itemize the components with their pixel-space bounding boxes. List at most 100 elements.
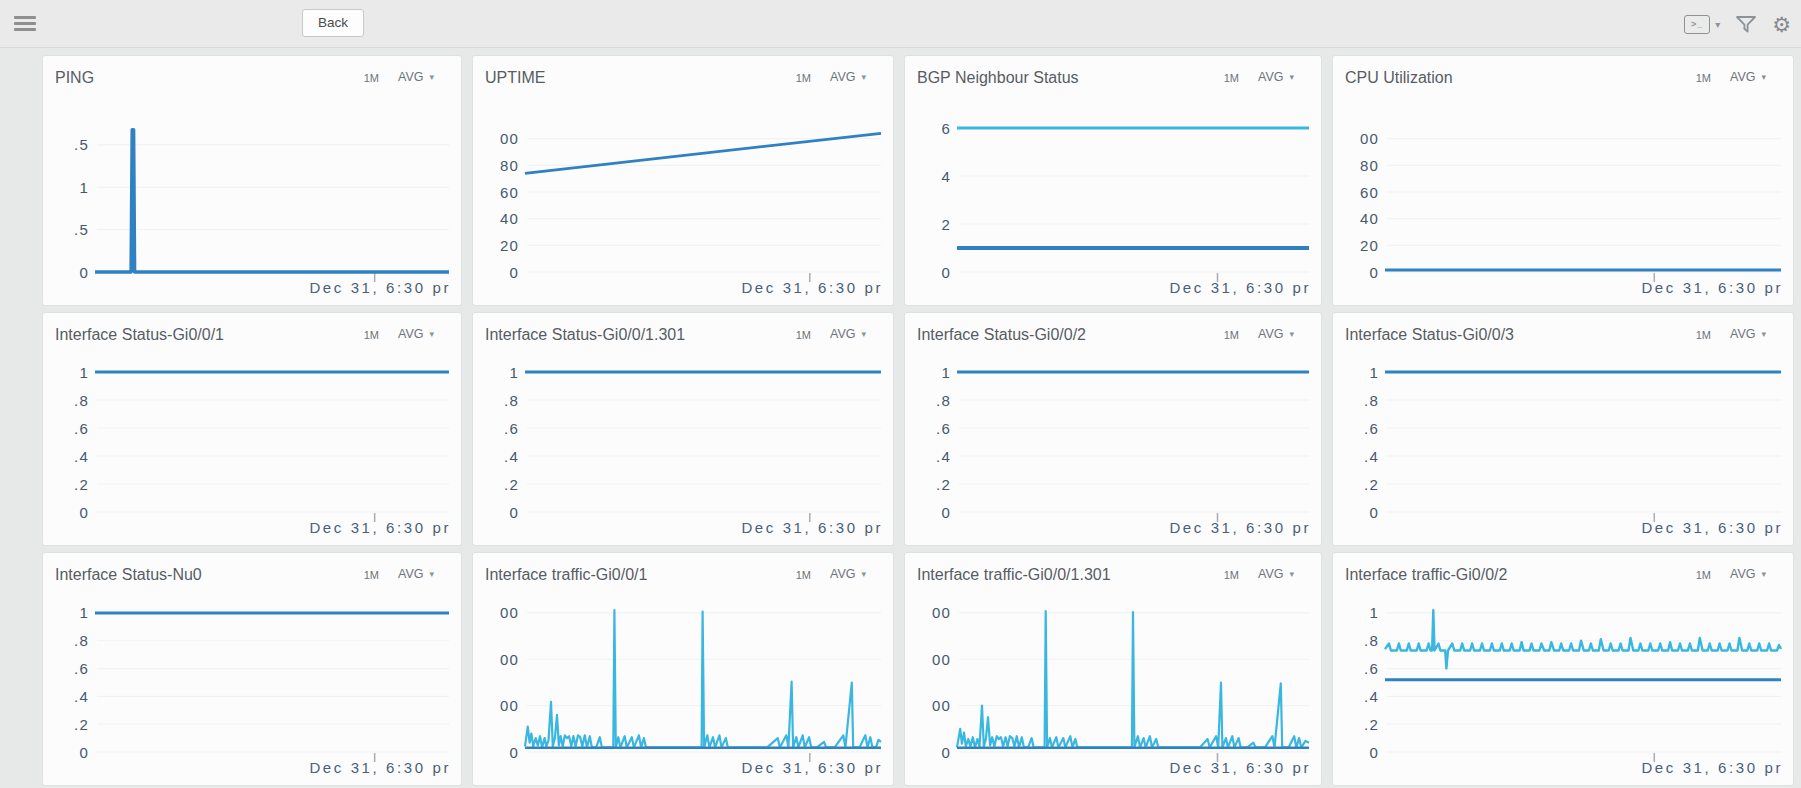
y-tick-label: .4 [74, 448, 89, 465]
time-range-label[interactable]: 1M [796, 569, 811, 581]
chart-panel-header: CPU Utilization1MAVG▾ [1333, 56, 1793, 96]
terminal-dropdown[interactable]: >_ ▾ [1684, 15, 1720, 34]
aggregation-dropdown[interactable]: AVG▾ [1730, 327, 1766, 341]
chart-panel-header: Interface Status-Gi0/0/1.3011MAVG▾ [473, 313, 893, 353]
chart-title: BGP Neighbour Status [917, 69, 1224, 87]
chart-panel-header: Interface Status-Gi0/0/11M AVG▾ [43, 313, 461, 353]
y-tick-label: .4 [504, 448, 519, 465]
chart-series-line [957, 611, 1309, 747]
chart-panel-bgp-neighbour-status: BGP Neighbour Status1MAVG▾6420Dec 31, 6:… [905, 56, 1321, 305]
chart-panel-header: UPTIME1M AVG▾ [473, 56, 893, 96]
chart-panel-header: Interface traffic-Gi0/0/21MAVG▾ [1333, 553, 1793, 593]
y-tick-label: 0 [509, 744, 519, 761]
chart-title: Interface Status-Gi0/0/3 [1345, 326, 1696, 344]
time-range-label[interactable]: 1M [1696, 569, 1711, 581]
chart-title: Interface traffic-Gi0/0/1.301 [917, 566, 1224, 584]
time-range-label[interactable]: 1M [1696, 72, 1711, 84]
aggregation-dropdown[interactable]: AVG▾ [1730, 567, 1766, 581]
y-tick-label: .2 [74, 716, 89, 733]
y-tick-label: 40 [500, 210, 519, 227]
y-tick-label: 0 [1369, 504, 1379, 521]
aggregation-dropdown[interactable]: AVG▾ [1730, 70, 1766, 84]
y-tick-label: 0 [941, 504, 951, 521]
y-tick-label: .4 [1364, 448, 1379, 465]
time-range-label[interactable]: 1M [1224, 569, 1239, 581]
y-tick-label: .5 [74, 221, 89, 238]
time-range-label[interactable]: 1M [1224, 72, 1239, 84]
aggregation-dropdown[interactable]: AVG▾ [1258, 70, 1294, 84]
time-range-label[interactable]: 1M [364, 329, 379, 341]
y-tick-label: 00 [932, 604, 951, 621]
aggregation-label: AVG [1258, 70, 1283, 84]
x-axis-label: Dec 31, 6:30 pr [1169, 759, 1311, 776]
aggregation-dropdown[interactable]: AVG▾ [830, 327, 866, 341]
y-tick-label: 0 [79, 264, 89, 281]
settings-icon[interactable]: ⚙ [1772, 14, 1791, 35]
y-tick-label: .8 [936, 392, 951, 409]
aggregation-label: AVG [830, 567, 855, 581]
aggregation-label: AVG [1258, 567, 1283, 581]
aggregation-dropdown[interactable]: AVG ▾ [398, 567, 434, 581]
aggregation-dropdown[interactable]: AVG▾ [830, 70, 866, 84]
y-tick-label: .8 [1364, 632, 1379, 649]
aggregation-dropdown[interactable]: AVG▾ [1258, 567, 1294, 581]
aggregation-label: AVG [398, 70, 423, 84]
chart-series-line [525, 133, 881, 173]
x-axis-label: Dec 31, 6:30 pr [1641, 519, 1783, 536]
chart-title: UPTIME [485, 69, 796, 87]
aggregation-label: AVG [398, 567, 423, 581]
y-tick-label: .6 [504, 420, 519, 437]
y-tick-label: 80 [1360, 157, 1379, 174]
y-tick-label: 00 [500, 604, 519, 621]
chart-panel-header: Interface Status-Gi0/0/31M AVG▾ [1333, 313, 1793, 353]
y-tick-label: 00 [500, 697, 519, 714]
time-range-label[interactable]: 1M [1696, 329, 1711, 341]
chart-panel-header: Interface Status-Nu01MAVG▾ [43, 553, 461, 593]
aggregation-dropdown[interactable]: AVG▾ [398, 327, 434, 341]
chevron-down-icon: ▾ [429, 569, 434, 579]
aggregation-dropdown[interactable]: AVG▾ [398, 70, 434, 84]
chart-title: Interface Status-Gi0/0/1 [55, 326, 364, 344]
x-axis-label: Dec 31, 6:30 pr [741, 519, 883, 536]
y-tick-label: .2 [74, 476, 89, 493]
y-tick-label: 0 [941, 744, 951, 761]
aggregation-dropdown[interactable]: AVG ▾ [830, 567, 866, 581]
chart-series-line [95, 130, 449, 272]
chart-panel-interface-status-gi0-0-3: Interface Status-Gi0/0/31MAVG▾1.8.6.4.20… [1333, 313, 1793, 545]
x-axis-label: Dec 31, 6:30 pr [309, 759, 451, 776]
y-tick-label: 0 [79, 744, 89, 761]
chevron-down-icon: ▾ [1761, 72, 1766, 82]
chart-panel-header: PING1MAVG▾ [43, 56, 461, 96]
y-tick-label: .2 [504, 476, 519, 493]
chevron-down-icon: ▾ [861, 72, 866, 82]
terminal-icon[interactable]: >_ [1684, 15, 1710, 34]
menu-icon[interactable] [14, 16, 36, 32]
time-range-label[interactable]: 1M [796, 329, 811, 341]
y-tick-label: .6 [936, 420, 951, 437]
time-range-label[interactable]: 1M [1224, 329, 1239, 341]
dashboard-grid: PING1MAVG▾.51.50Dec 31, 6:30 prUPTIME1MA… [43, 56, 1801, 785]
x-axis-label: Dec 31, 6:30 pr [309, 519, 451, 536]
y-tick-label: 2 [941, 216, 951, 233]
aggregation-label: AVG [1258, 327, 1283, 341]
filter-icon[interactable] [1735, 15, 1757, 34]
chevron-down-icon: ▾ [861, 569, 866, 579]
y-tick-label: 0 [1369, 264, 1379, 281]
chart-panel-ping: PING1MAVG▾.51.50Dec 31, 6:30 pr [43, 56, 461, 305]
y-tick-label: 0 [941, 264, 951, 281]
chevron-down-icon: ▾ [1761, 329, 1766, 339]
chart-panel-interface-status-gi0-0-1: Interface Status-Gi0/0/11MAVG▾1.8.6.4.20… [43, 313, 461, 545]
y-tick-label: .2 [936, 476, 951, 493]
x-axis-label: Dec 31, 6:30 pr [1641, 279, 1783, 296]
chart-panel-uptime: UPTIME1MAVG▾00806040200Dec 31, 6:30 pr [473, 56, 893, 305]
time-range-label[interactable]: 1M [364, 569, 379, 581]
y-tick-label: 60 [500, 184, 519, 201]
back-button[interactable]: Back [302, 9, 364, 37]
aggregation-dropdown[interactable]: AVG▾ [1258, 327, 1294, 341]
y-tick-label: .8 [74, 392, 89, 409]
time-range-label[interactable]: 1M [364, 72, 379, 84]
chart-panel-interface-status-gi0-0-1-301: Interface Status-Gi0/0/1.3011MAVG▾1.8.6.… [473, 313, 893, 545]
chart-panel-interface-traffic-gi0-0-1: Interface traffic-Gi0/0/11MAVG▾0000000De… [473, 553, 893, 785]
y-tick-label: 80 [500, 157, 519, 174]
time-range-label[interactable]: 1M [796, 72, 811, 84]
